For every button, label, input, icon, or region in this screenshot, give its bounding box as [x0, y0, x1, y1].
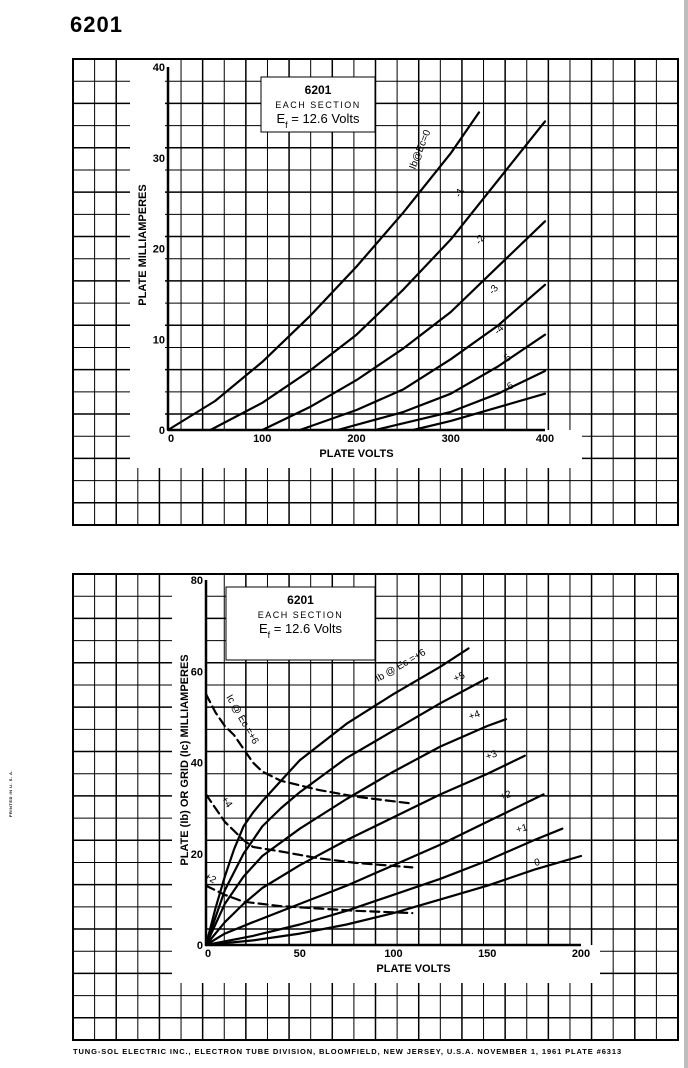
chart-title: 6201 — [305, 83, 332, 97]
x-tick-label: 0 — [168, 433, 174, 445]
scan-edge — [684, 0, 688, 1068]
plate-current-curve — [204, 827, 564, 947]
series-label: +2 — [499, 789, 514, 803]
ylabel-band — [172, 575, 205, 965]
y-tick-label: 0 — [197, 940, 203, 952]
plate-current-curve — [166, 111, 481, 432]
plate-current-curve — [209, 120, 547, 432]
series-label: 0 — [533, 857, 541, 869]
title-box — [225, 586, 376, 661]
y-tick-label: 20 — [153, 244, 165, 256]
y-tick-label: 10 — [153, 334, 165, 346]
plate-current-curve — [298, 283, 547, 432]
series-label: +3 — [484, 748, 499, 762]
page-title: 6201 — [70, 12, 123, 37]
y-tick-label: 20 — [191, 849, 203, 861]
y-tick-label: 40 — [153, 62, 165, 74]
plate-current-curve — [412, 392, 547, 432]
plate-current-curve — [204, 677, 489, 947]
plate-current-curve — [336, 333, 547, 432]
xlabel-band — [172, 945, 600, 983]
series-label: +5 — [452, 670, 467, 685]
xlabel-band — [130, 430, 582, 468]
x-tick-label: 300 — [442, 433, 460, 445]
plate-current-curve — [204, 793, 545, 947]
x-axis-title: PLATE VOLTS — [376, 963, 450, 975]
series-label: +2 — [203, 871, 219, 886]
ylabel-band — [130, 60, 165, 460]
y-axis-title: PLATE (Ib) OR GRID (Ic) MILLIAMPERES — [179, 654, 191, 865]
chart-title: 6201 — [287, 593, 314, 607]
series-label: Ic @ Ec =+6 — [223, 693, 260, 747]
chart-note: Ef = 12.6 Volts — [259, 621, 343, 640]
x-tick-label: 50 — [294, 948, 306, 960]
y-axis-title: PLATE MILLIAMPERES — [137, 184, 149, 305]
grid-current-curve — [204, 884, 414, 915]
y-tick-label: 30 — [153, 153, 165, 165]
footer-text: TUNG-SOL ELECTRIC INC., ELECTRON TUBE DI… — [73, 1047, 623, 1056]
y-tick-label: 80 — [191, 575, 203, 587]
x-tick-label: 150 — [478, 948, 496, 960]
x-tick-label: 200 — [347, 433, 365, 445]
y-tick-label: 40 — [191, 758, 203, 770]
y-tick-label: 60 — [191, 666, 203, 678]
x-tick-label: 400 — [536, 433, 554, 445]
title-box — [260, 76, 376, 133]
plate-current-curve — [204, 718, 508, 947]
x-tick-label: 0 — [205, 948, 211, 960]
grid-current-curve — [204, 693, 414, 805]
plate-current-curve — [204, 647, 470, 947]
x-axis-title: PLATE VOLTS — [319, 448, 393, 460]
plate-current-curve — [261, 220, 547, 432]
chart-subtitle: EACH SECTION — [275, 100, 361, 110]
series-label: +1 — [515, 822, 529, 836]
x-tick-label: 200 — [572, 948, 590, 960]
series-label: +4 — [467, 708, 482, 722]
x-tick-label: 100 — [253, 433, 271, 445]
chart-subtitle: EACH SECTION — [258, 610, 344, 620]
plate-current-curve — [204, 854, 583, 947]
grid-current-curve — [204, 793, 414, 869]
plate-current-curve — [204, 754, 526, 947]
plate-current-curve — [374, 369, 547, 432]
chart-note: Ef = 12.6 Volts — [276, 111, 360, 130]
x-tick-label: 100 — [384, 948, 402, 960]
series-label: +4 — [219, 794, 235, 810]
y-tick-label: 0 — [159, 425, 165, 437]
